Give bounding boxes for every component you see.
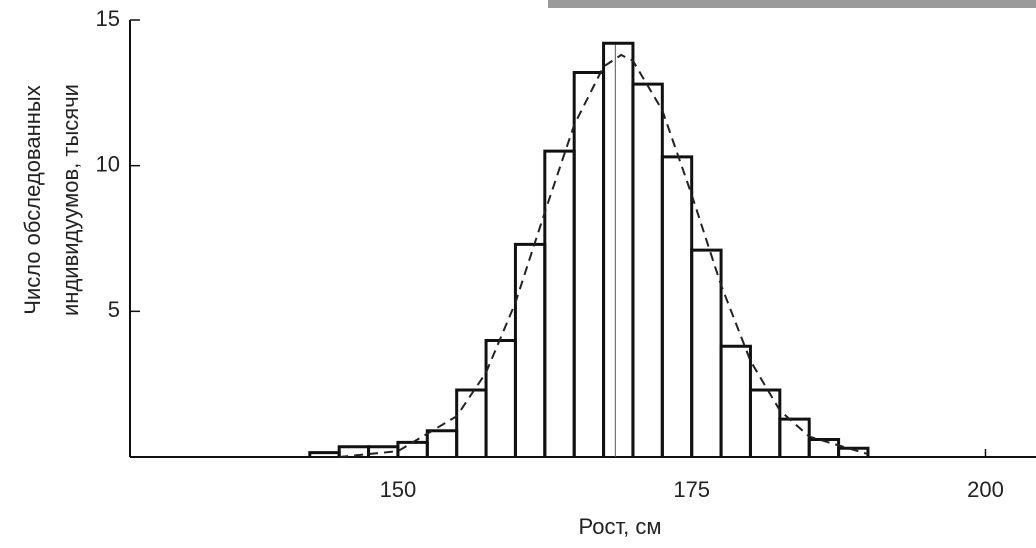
histogram-bar xyxy=(513,242,547,457)
histogram-bar xyxy=(572,70,606,457)
histogram-bar xyxy=(631,82,664,457)
histogram-bar xyxy=(337,445,371,457)
histogram-bar xyxy=(660,155,694,457)
y-tick-label: 5 xyxy=(108,297,120,322)
y-tick-label: 15 xyxy=(96,6,120,31)
y-axis-label: индивидуумов, тысячи xyxy=(58,84,83,316)
x-tick-label: 175 xyxy=(673,477,710,502)
histogram-bar xyxy=(778,417,811,457)
histogram-bar xyxy=(602,41,635,457)
histogram-bar xyxy=(748,388,782,457)
photo-fragment xyxy=(548,0,1036,8)
x-tick-label: 150 xyxy=(380,477,417,502)
histogram-bar xyxy=(455,388,488,457)
x-axis-label: Рост, см xyxy=(579,514,662,539)
y-axis-label: Число обследованных xyxy=(20,85,45,314)
normal-curve xyxy=(339,53,869,458)
histogram-bar xyxy=(367,445,400,457)
histogram-bar xyxy=(719,344,752,457)
histogram-bar xyxy=(396,440,429,457)
histogram-bar xyxy=(690,248,723,457)
histogram-bar xyxy=(484,338,517,457)
x-tick-label: 200 xyxy=(967,477,1004,502)
histogram-bar xyxy=(807,438,841,457)
y-tick-label: 10 xyxy=(96,151,120,176)
histogram-bar xyxy=(837,446,870,457)
histogram-bar xyxy=(425,429,459,457)
